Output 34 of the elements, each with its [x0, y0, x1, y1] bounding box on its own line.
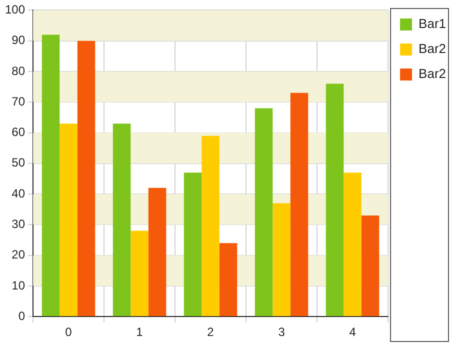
y-tick-label: 60	[12, 125, 26, 140]
bar	[148, 188, 166, 316]
bar	[361, 215, 380, 316]
x-tick-label: 0	[65, 325, 72, 340]
legend-label: Bar1	[418, 16, 446, 32]
bar	[112, 124, 131, 316]
bar	[42, 34, 60, 316]
legend-label: Bar2	[418, 41, 446, 56]
bar	[60, 124, 78, 316]
x-tick-label: 4	[349, 325, 356, 340]
x-tick-label: 2	[207, 325, 214, 340]
bar	[326, 84, 344, 316]
y-tick-label: 100	[4, 2, 26, 17]
y-tick-label: 10	[12, 278, 26, 292]
y-tick-label: 30	[12, 216, 26, 231]
bar	[344, 172, 362, 316]
bar	[290, 92, 308, 316]
y-tick-label: 90	[12, 33, 26, 48]
y-tick-label: 70	[12, 94, 26, 108]
bar	[130, 230, 148, 316]
y-tick-label: 0	[18, 308, 26, 323]
y-tick-label: 50	[12, 156, 26, 170]
bar	[219, 243, 238, 316]
bar	[254, 108, 273, 316]
y-tick-label: 20	[12, 248, 26, 262]
bar	[202, 136, 220, 316]
x-tick-label: 3	[278, 325, 286, 340]
bar	[184, 172, 202, 316]
legend-label: Bar2	[418, 66, 446, 82]
bar	[272, 203, 290, 316]
x-tick-label: 1	[136, 325, 144, 340]
bar	[77, 40, 96, 316]
y-tick-label: 40	[12, 186, 26, 200]
y-tick-label: 80	[12, 64, 26, 78]
